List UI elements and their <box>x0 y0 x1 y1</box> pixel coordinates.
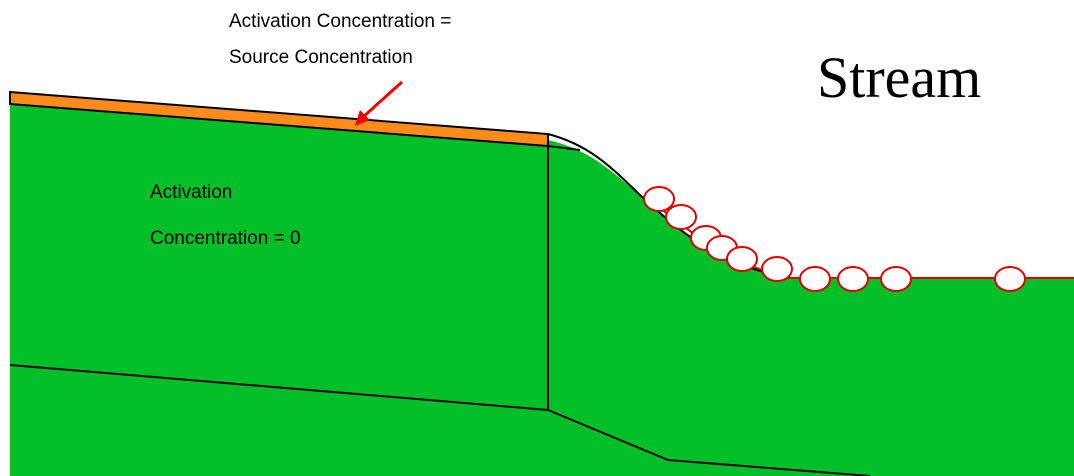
arrow-head <box>355 110 370 126</box>
inner-label: Concentration = 0 <box>150 228 301 249</box>
arrow-shaft <box>360 80 404 120</box>
stream-label: Stream <box>817 45 981 110</box>
inner-label: Activation <box>150 182 232 203</box>
top-label: Activation Concentration = <box>229 11 451 32</box>
bottom-line <box>9 364 871 476</box>
top-label: Source Concentration <box>229 47 413 68</box>
particles <box>643 186 1026 292</box>
ground <box>10 100 1074 476</box>
layer-edge <box>547 145 581 151</box>
